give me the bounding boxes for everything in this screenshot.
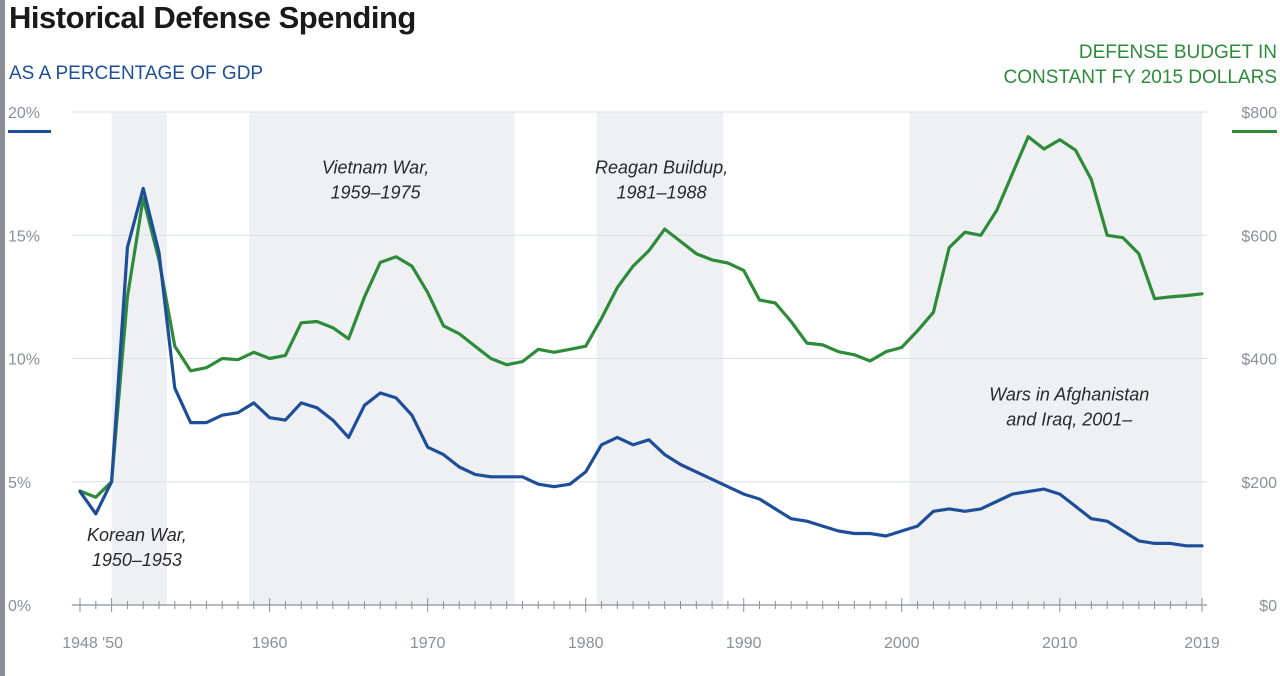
annotation-1-line-0: Vietnam War, (322, 158, 429, 178)
annotation-3: Wars in Afghanistan and Iraq, 2001– (989, 384, 1149, 429)
x-tick-label-1990: 1990 (726, 635, 762, 652)
y-right-tick-label-0: $800 (1241, 105, 1277, 122)
annotation-0-line-1: 1950–1953 (92, 550, 182, 570)
annotation-1-line-1: 1959–1975 (330, 183, 421, 203)
x-tick-label-1970: 1970 (410, 635, 446, 652)
annotations: Korean War, 1950–1953 Vietnam War, 1959–197… (87, 158, 1149, 570)
legend-markers (8, 130, 1277, 133)
annotation-2-line-1: 1981–1988 (616, 183, 706, 203)
annotation-3-line-1: and Iraq, 2001– (1006, 409, 1133, 429)
x-tick-label-1948: 1948 (62, 635, 98, 652)
annotation-0-line-0: Korean War, (87, 525, 187, 545)
annotation-0: Korean War, 1950–1953 (87, 525, 187, 570)
x-tick-label-1960: 1960 (252, 635, 288, 652)
y-left-tick-label-0: 20% (8, 105, 40, 122)
right-axis-title: DEFENSE BUDGET IN CONSTANT FY 2015 DOLLA… (1004, 40, 1278, 90)
x-tick-labels: 1948'50 1960 1970 1980 1990 2000 2010 2019 (62, 635, 1220, 652)
y-left-tick-label-4: 0% (8, 598, 31, 615)
x-tick-label-2000: 2000 (884, 635, 920, 652)
y-left-tick-label-1: 15% (8, 228, 40, 245)
y-right-tick-label-2: $400 (1241, 352, 1277, 369)
y-left-tick-label-3: 5% (8, 475, 31, 492)
x-tick-label-1980: 1980 (568, 635, 604, 652)
series-line-defense-budget (78, 135, 1204, 499)
legend-marker-budget (1232, 130, 1277, 133)
gridlines (72, 111, 1207, 483)
series-line-gdp-percent (78, 186, 1204, 548)
y-tick-labels: 20% $800 15% $600 10% $400 5% $200 0% $0 (8, 105, 1277, 615)
annotation-2: Reagan Buildup, 1981–1988 (595, 158, 728, 203)
x-tick-label-1950: '50 (102, 635, 123, 652)
left-edge-bar (0, 0, 5, 676)
annotation-3-line-0: Wars in Afghanistan (989, 384, 1149, 404)
y-right-tick-label-4: $0 (1259, 598, 1277, 615)
annotation-2-line-0: Reagan Buildup, (595, 158, 728, 178)
y-right-tick-label-3: $200 (1241, 475, 1277, 492)
series-lines (78, 135, 1204, 548)
x-axis (72, 598, 1207, 612)
chart-title: Historical Defense Spending (9, 0, 416, 35)
y-right-tick-label-1: $600 (1241, 228, 1277, 245)
left-axis-title: AS A PERCENTAGE OF GDP (9, 63, 264, 84)
y-left-tick-label-2: 10% (8, 352, 40, 369)
right-axis-title-line-2: CONSTANT FY 2015 DOLLARS (1003, 67, 1278, 88)
right-axis-title-line-1: DEFENSE BUDGET IN (1078, 42, 1277, 63)
x-tick-label-2019: 2019 (1184, 635, 1220, 652)
x-tick-label-2010: 2010 (1042, 635, 1078, 652)
legend-marker-gdp (8, 130, 51, 133)
annotation-1: Vietnam War, 1959–1975 (322, 158, 429, 203)
